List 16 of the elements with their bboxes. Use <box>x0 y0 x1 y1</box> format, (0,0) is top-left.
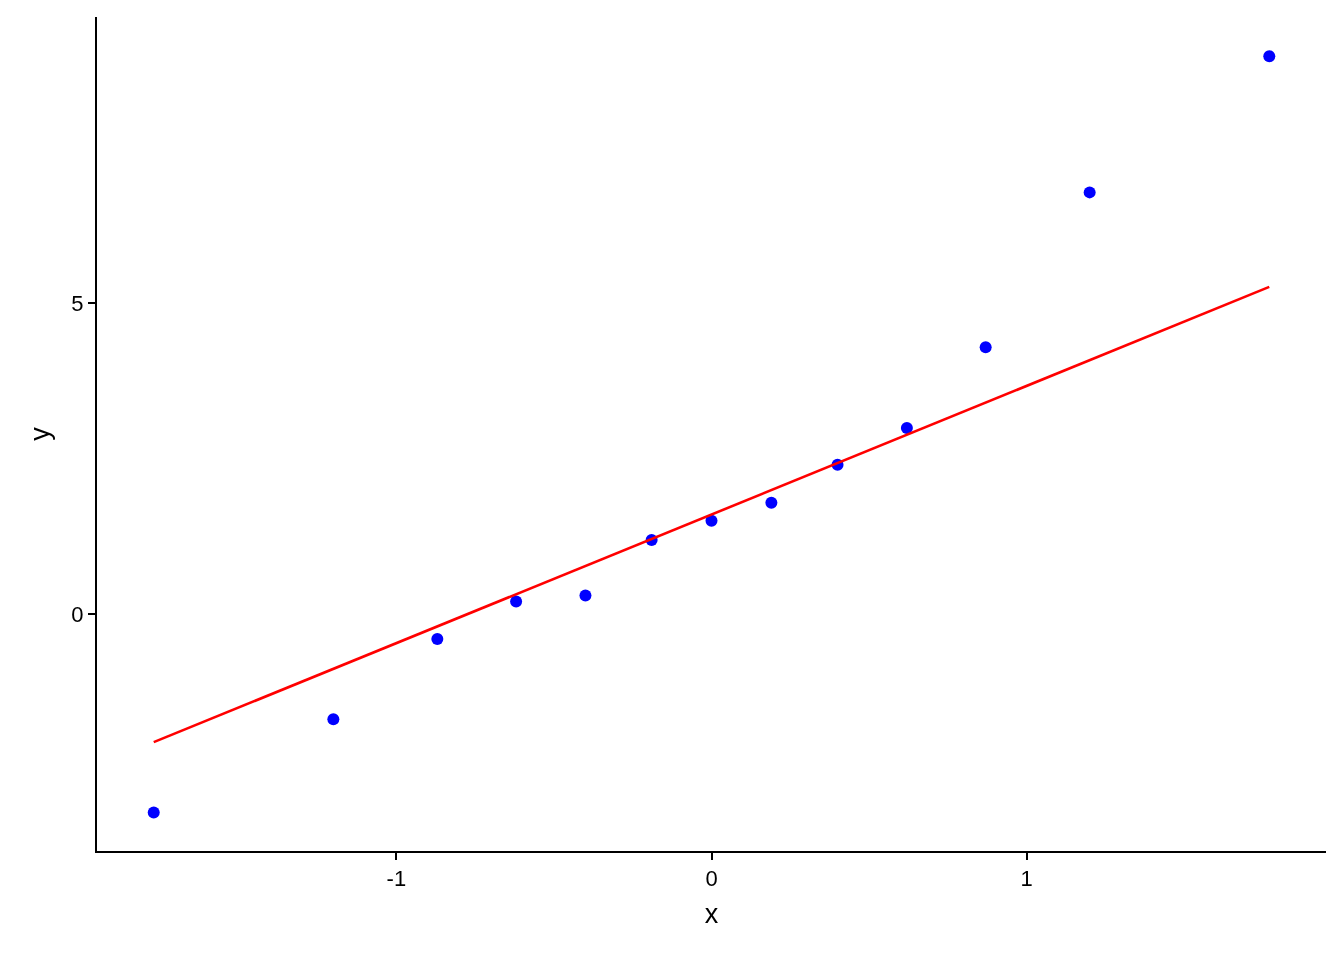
y-axis-title: y <box>24 426 55 441</box>
x-axis-title: x <box>704 899 719 930</box>
point <box>1263 50 1276 63</box>
point <box>510 595 523 608</box>
x-tick-label: -1 <box>386 866 407 892</box>
x-tick-label: 1 <box>1020 866 1033 892</box>
y-tick-label: 5 <box>71 290 84 316</box>
point <box>327 713 340 726</box>
point <box>900 422 913 435</box>
point <box>765 496 778 509</box>
point <box>147 806 160 819</box>
point <box>1083 186 1096 199</box>
x-tick-label: 0 <box>705 866 718 892</box>
point <box>579 589 592 602</box>
point <box>431 632 444 645</box>
point <box>979 341 992 354</box>
